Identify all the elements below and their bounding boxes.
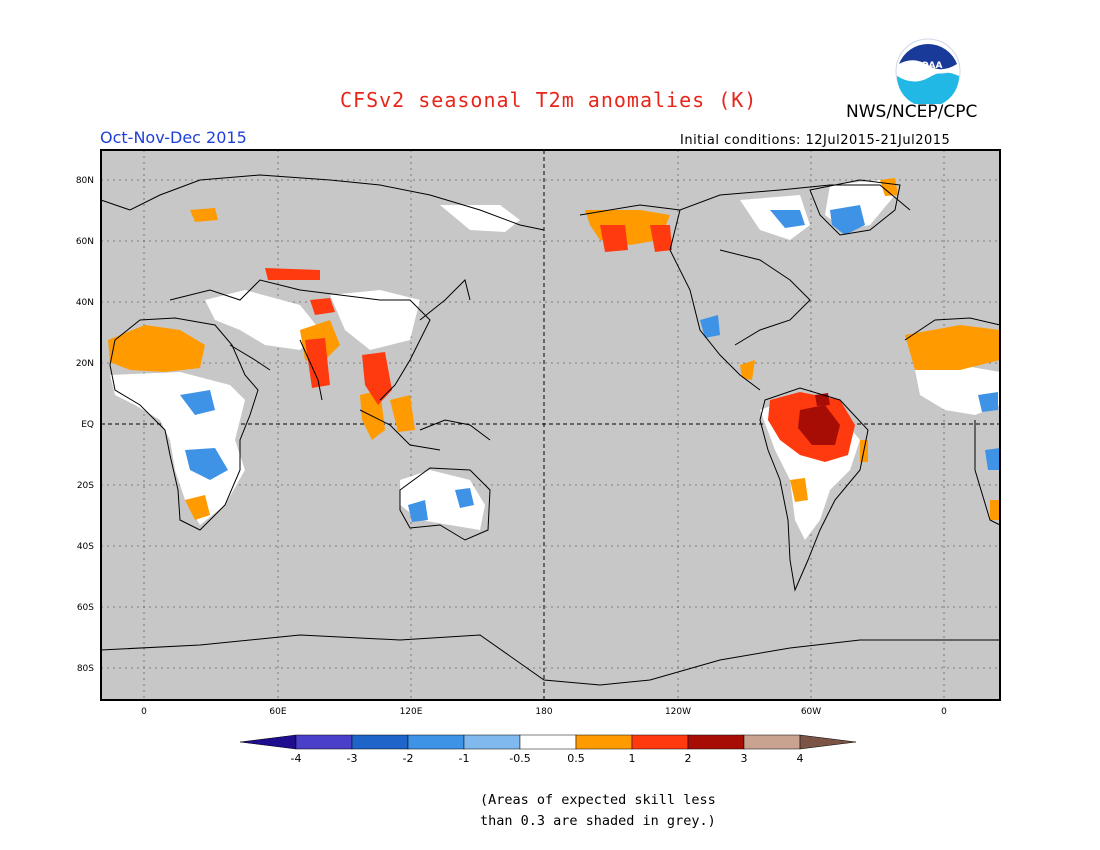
colorbar-tick-label: -1 (459, 752, 470, 765)
lon-label: 60E (269, 707, 286, 717)
colorbar-tick-label: -0.5 (509, 752, 530, 765)
lon-label: 0 (941, 707, 947, 717)
latitude-labels: 80N 60N 40N 20N EQ 20S 40S 60S 80S (76, 176, 94, 674)
colorbar: -4 -3 -2 -1 -0.5 0.5 1 2 3 4 (239, 734, 857, 765)
colorbar-arrow-high (799, 734, 857, 750)
lat-label: 20N (76, 359, 94, 369)
colorbar-swatch (687, 734, 745, 750)
map-frame (100, 149, 1001, 701)
skill-note-line-2: than 0.3 are shaded in grey.) (480, 813, 716, 829)
longitude-labels: 0 60E 120E 180 120W 60W 0 (141, 707, 947, 717)
lon-label: 120W (665, 707, 691, 717)
lon-label: 60W (801, 707, 821, 717)
colorbar-swatch (351, 734, 409, 750)
colorbar-tick-label: -3 (347, 752, 358, 765)
season-label: Oct-Nov-Dec 2015 (100, 128, 247, 147)
lat-label: 60S (77, 603, 94, 613)
cool-anomaly-areas (180, 205, 1000, 522)
colorbar-arrow-low (239, 734, 297, 750)
coastlines (100, 174, 1001, 686)
lat-label: EQ (81, 420, 94, 430)
colorbar-swatch (463, 734, 521, 750)
lon-label: 0 (141, 707, 147, 717)
lat-label: 60N (76, 237, 94, 247)
noaa-logo: NOAA (895, 38, 961, 104)
initial-conditions-label: Initial conditions: 12Jul2015-21Jul2015 (680, 133, 951, 148)
colorbar-swatch (519, 734, 577, 750)
organization-label: NWS/NCEP/CPC (846, 102, 978, 122)
colorbar-swatch (407, 734, 465, 750)
colorbar-tick-label: -4 (291, 752, 302, 765)
lon-label: 180 (535, 707, 552, 717)
colorbar-swatch (743, 734, 801, 750)
colorbar-tick-label: 3 (741, 752, 748, 765)
lat-label: 80N (76, 176, 94, 186)
lat-label: 20S (77, 481, 94, 491)
lon-label: 120E (400, 707, 423, 717)
colorbar-tick-label: -2 (403, 752, 414, 765)
lat-label: 40N (76, 298, 94, 308)
lat-label: 40S (77, 542, 94, 552)
colorbar-tick-label: 1 (629, 752, 636, 765)
chart-title: CFSv2 seasonal T2m anomalies (K) (340, 88, 758, 112)
graticule (101, 150, 1000, 700)
colorbar-tick-label: 0.5 (567, 752, 585, 765)
colorbar-tick-label: 4 (797, 752, 804, 765)
skill-note: (Areas of expected skill less than 0.3 a… (480, 790, 716, 832)
colorbar-swatch (295, 734, 353, 750)
colorbar-swatch (575, 734, 633, 750)
colorbar-tick-label: 2 (685, 752, 692, 765)
lat-label: 80S (77, 664, 94, 674)
logo-text: NOAA (914, 61, 943, 71)
skill-note-line-1: (Areas of expected skill less (480, 792, 716, 808)
colorbar-swatch (631, 734, 689, 750)
